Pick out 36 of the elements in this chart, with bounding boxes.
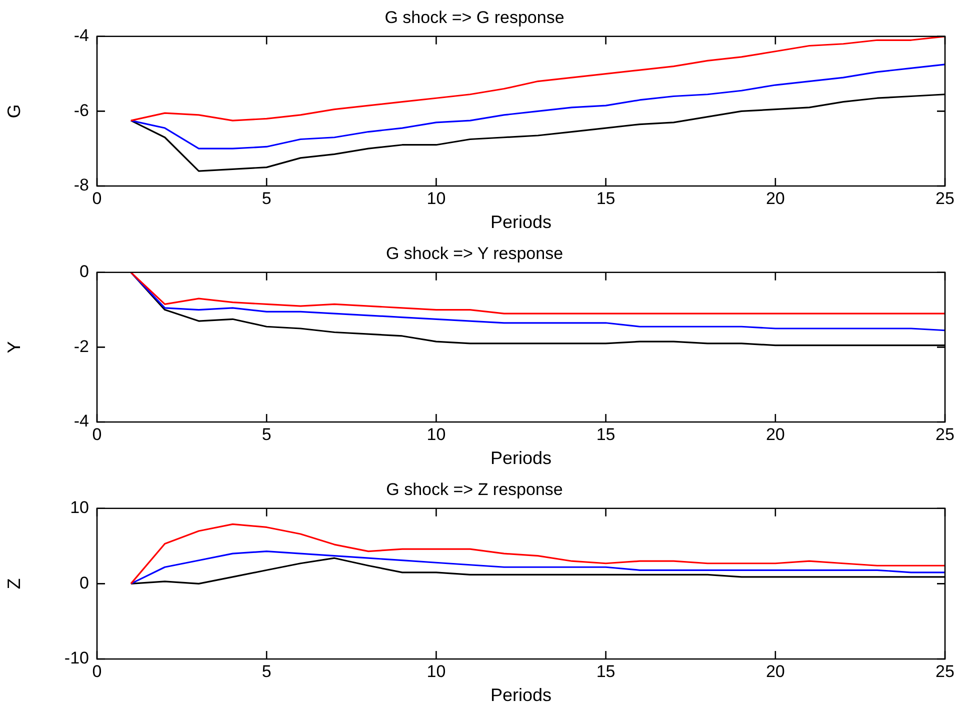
y-tick-label: -6 (74, 100, 89, 120)
x-tick-label: 20 (766, 424, 785, 444)
x-tick-label: 10 (426, 188, 446, 208)
x-tick-label: 20 (766, 188, 785, 208)
y-tick-label: 0 (80, 262, 89, 282)
x-tick-label: 25 (936, 188, 954, 208)
x-tick-label: 15 (596, 424, 616, 444)
y-axis-title: G (4, 104, 24, 118)
y-tick-label: -8 (74, 176, 89, 195)
x-tick-label: 15 (596, 188, 616, 208)
y-tick-label: -4 (74, 26, 89, 46)
x-tick-label: 0 (92, 662, 102, 681)
y-tick-label: 0 (80, 573, 89, 592)
x-tick-label: 10 (426, 662, 446, 681)
x-axis-title: Periods (490, 212, 552, 232)
chart-title: G shock => G response (384, 8, 564, 27)
y-axis-title: Z (4, 578, 24, 590)
y-tick-label: 10 (70, 498, 89, 518)
x-tick-label: 5 (262, 662, 272, 681)
y-axis-title: Y (4, 341, 24, 354)
x-axis-title: Periods (490, 448, 552, 468)
x-tick-label: 0 (92, 424, 102, 444)
y-tick-label: -10 (64, 648, 89, 668)
x-tick-label: 15 (596, 662, 616, 681)
x-tick-label: 5 (262, 424, 272, 444)
y-tick-label: -4 (74, 412, 89, 431)
x-tick-label: 25 (936, 662, 954, 681)
x-tick-label: 25 (936, 424, 954, 444)
chart-title: G shock => Y response (386, 244, 564, 263)
chart-title: G shock => Z response (386, 480, 563, 499)
x-tick-label: 0 (92, 188, 102, 208)
x-tick-label: 20 (766, 662, 785, 681)
y-tick-label: -2 (74, 336, 89, 356)
x-tick-label: 10 (426, 424, 446, 444)
x-tick-label: 5 (262, 188, 272, 208)
x-axis-title: Periods (490, 685, 552, 706)
